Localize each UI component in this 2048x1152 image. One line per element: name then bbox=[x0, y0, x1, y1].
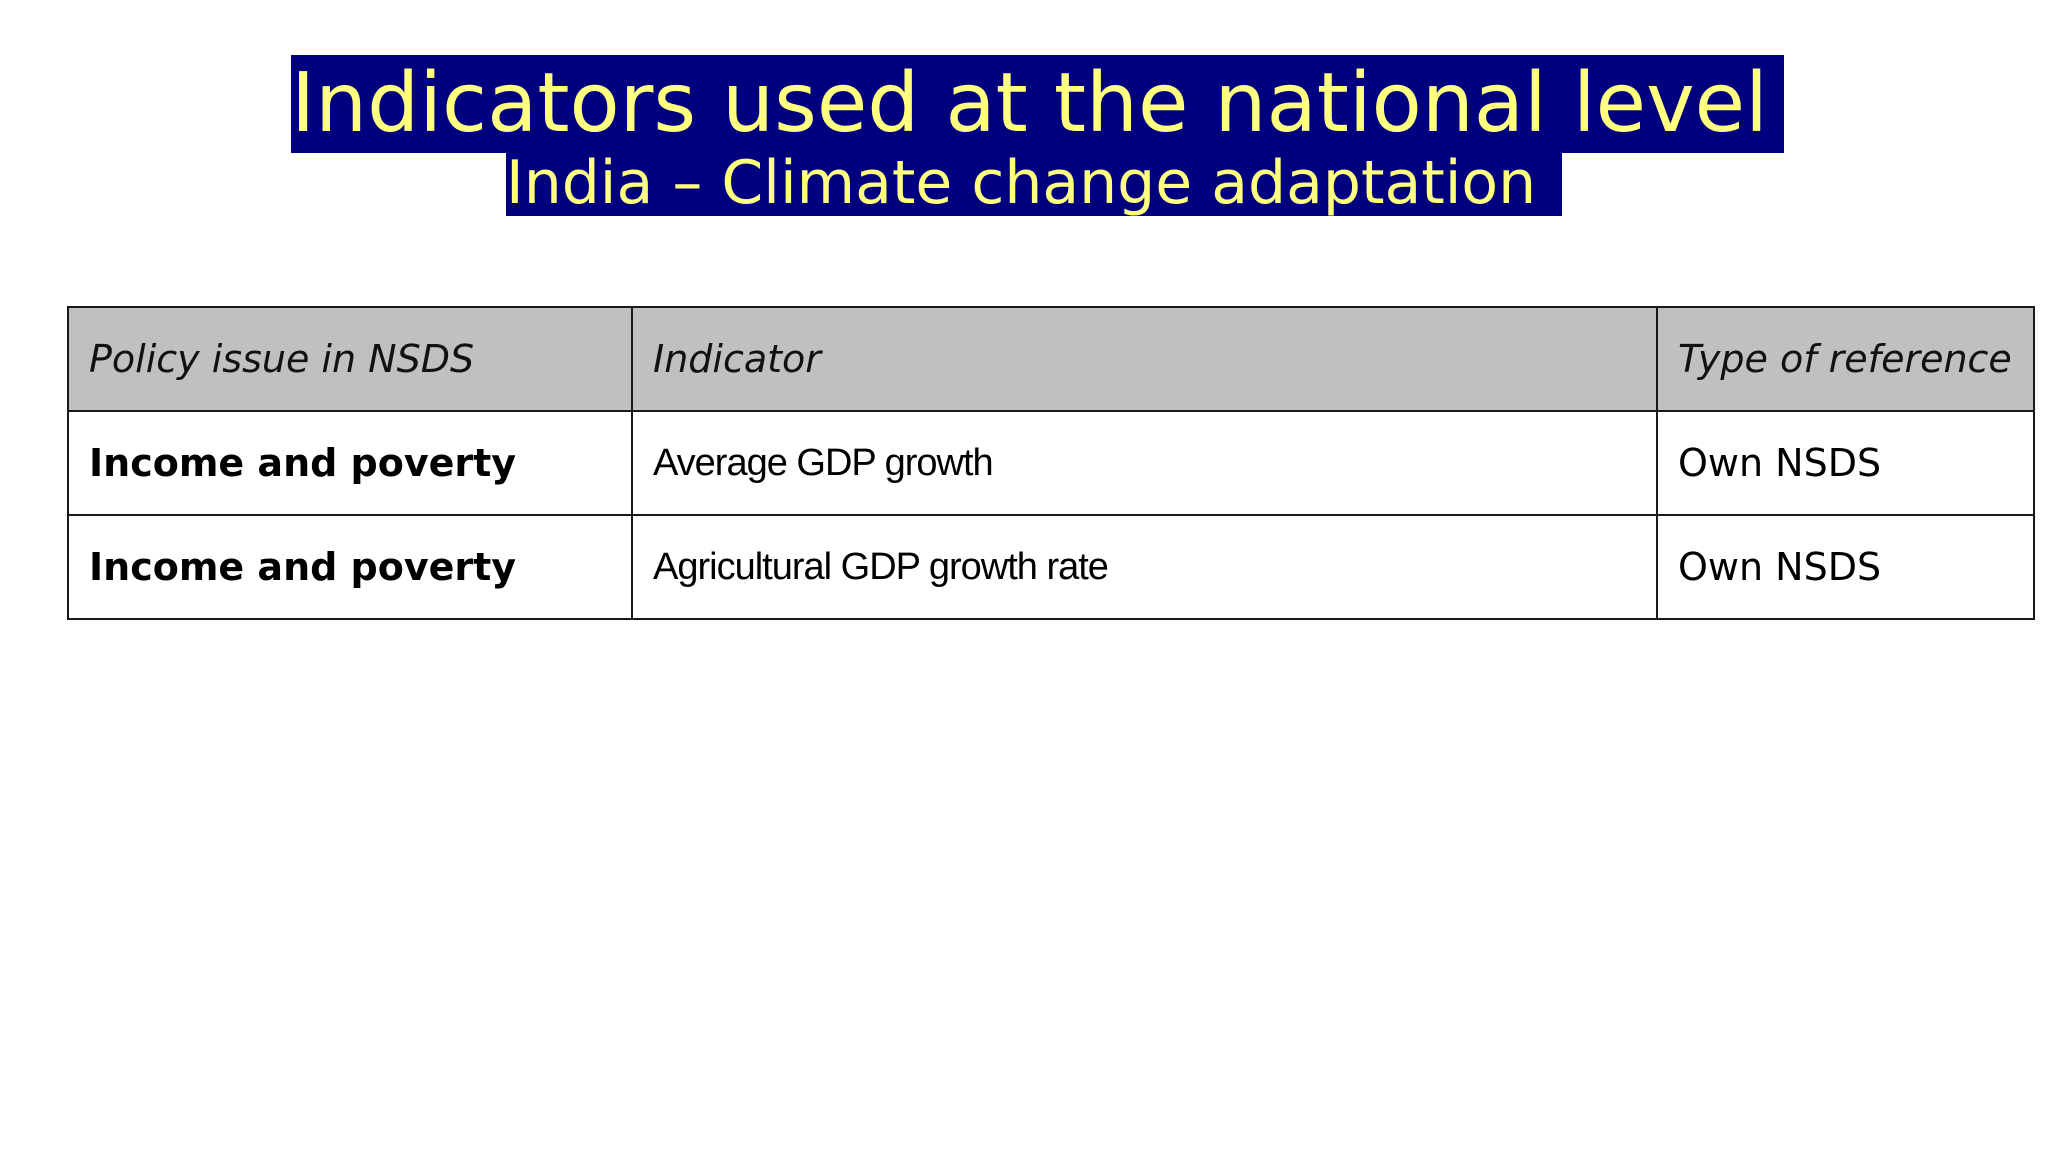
table-header-row: Policy issue in NSDS Indicator Type of r… bbox=[67, 306, 2035, 412]
indicator-cell: Agricultural GDP growth rate bbox=[631, 514, 1658, 620]
slide-title: Indicators used at the national level bbox=[291, 56, 1768, 151]
subtitle-highlight bbox=[506, 153, 1562, 216]
reference-cell: Own NSDS bbox=[1656, 514, 2035, 620]
table-row: Income and poverty Average GDP growth Ow… bbox=[67, 410, 2035, 516]
reference-cell: Own NSDS bbox=[1656, 410, 2035, 516]
policy-issue-cell: Income and poverty bbox=[67, 410, 633, 516]
title-highlight bbox=[291, 55, 1784, 153]
header-policy-issue: Policy issue in NSDS bbox=[67, 306, 633, 412]
slide-subtitle: India – Climate change adaptation bbox=[506, 148, 1537, 218]
policy-issue-cell: Income and poverty bbox=[67, 514, 633, 620]
table-row: Income and poverty Agricultural GDP grow… bbox=[67, 514, 2035, 620]
indicators-table: Policy issue in NSDS Indicator Type of r… bbox=[67, 306, 2035, 620]
header-type-of-reference: Type of reference bbox=[1656, 306, 2035, 412]
header-indicator: Indicator bbox=[631, 306, 1658, 412]
indicator-cell: Average GDP growth bbox=[631, 410, 1658, 516]
